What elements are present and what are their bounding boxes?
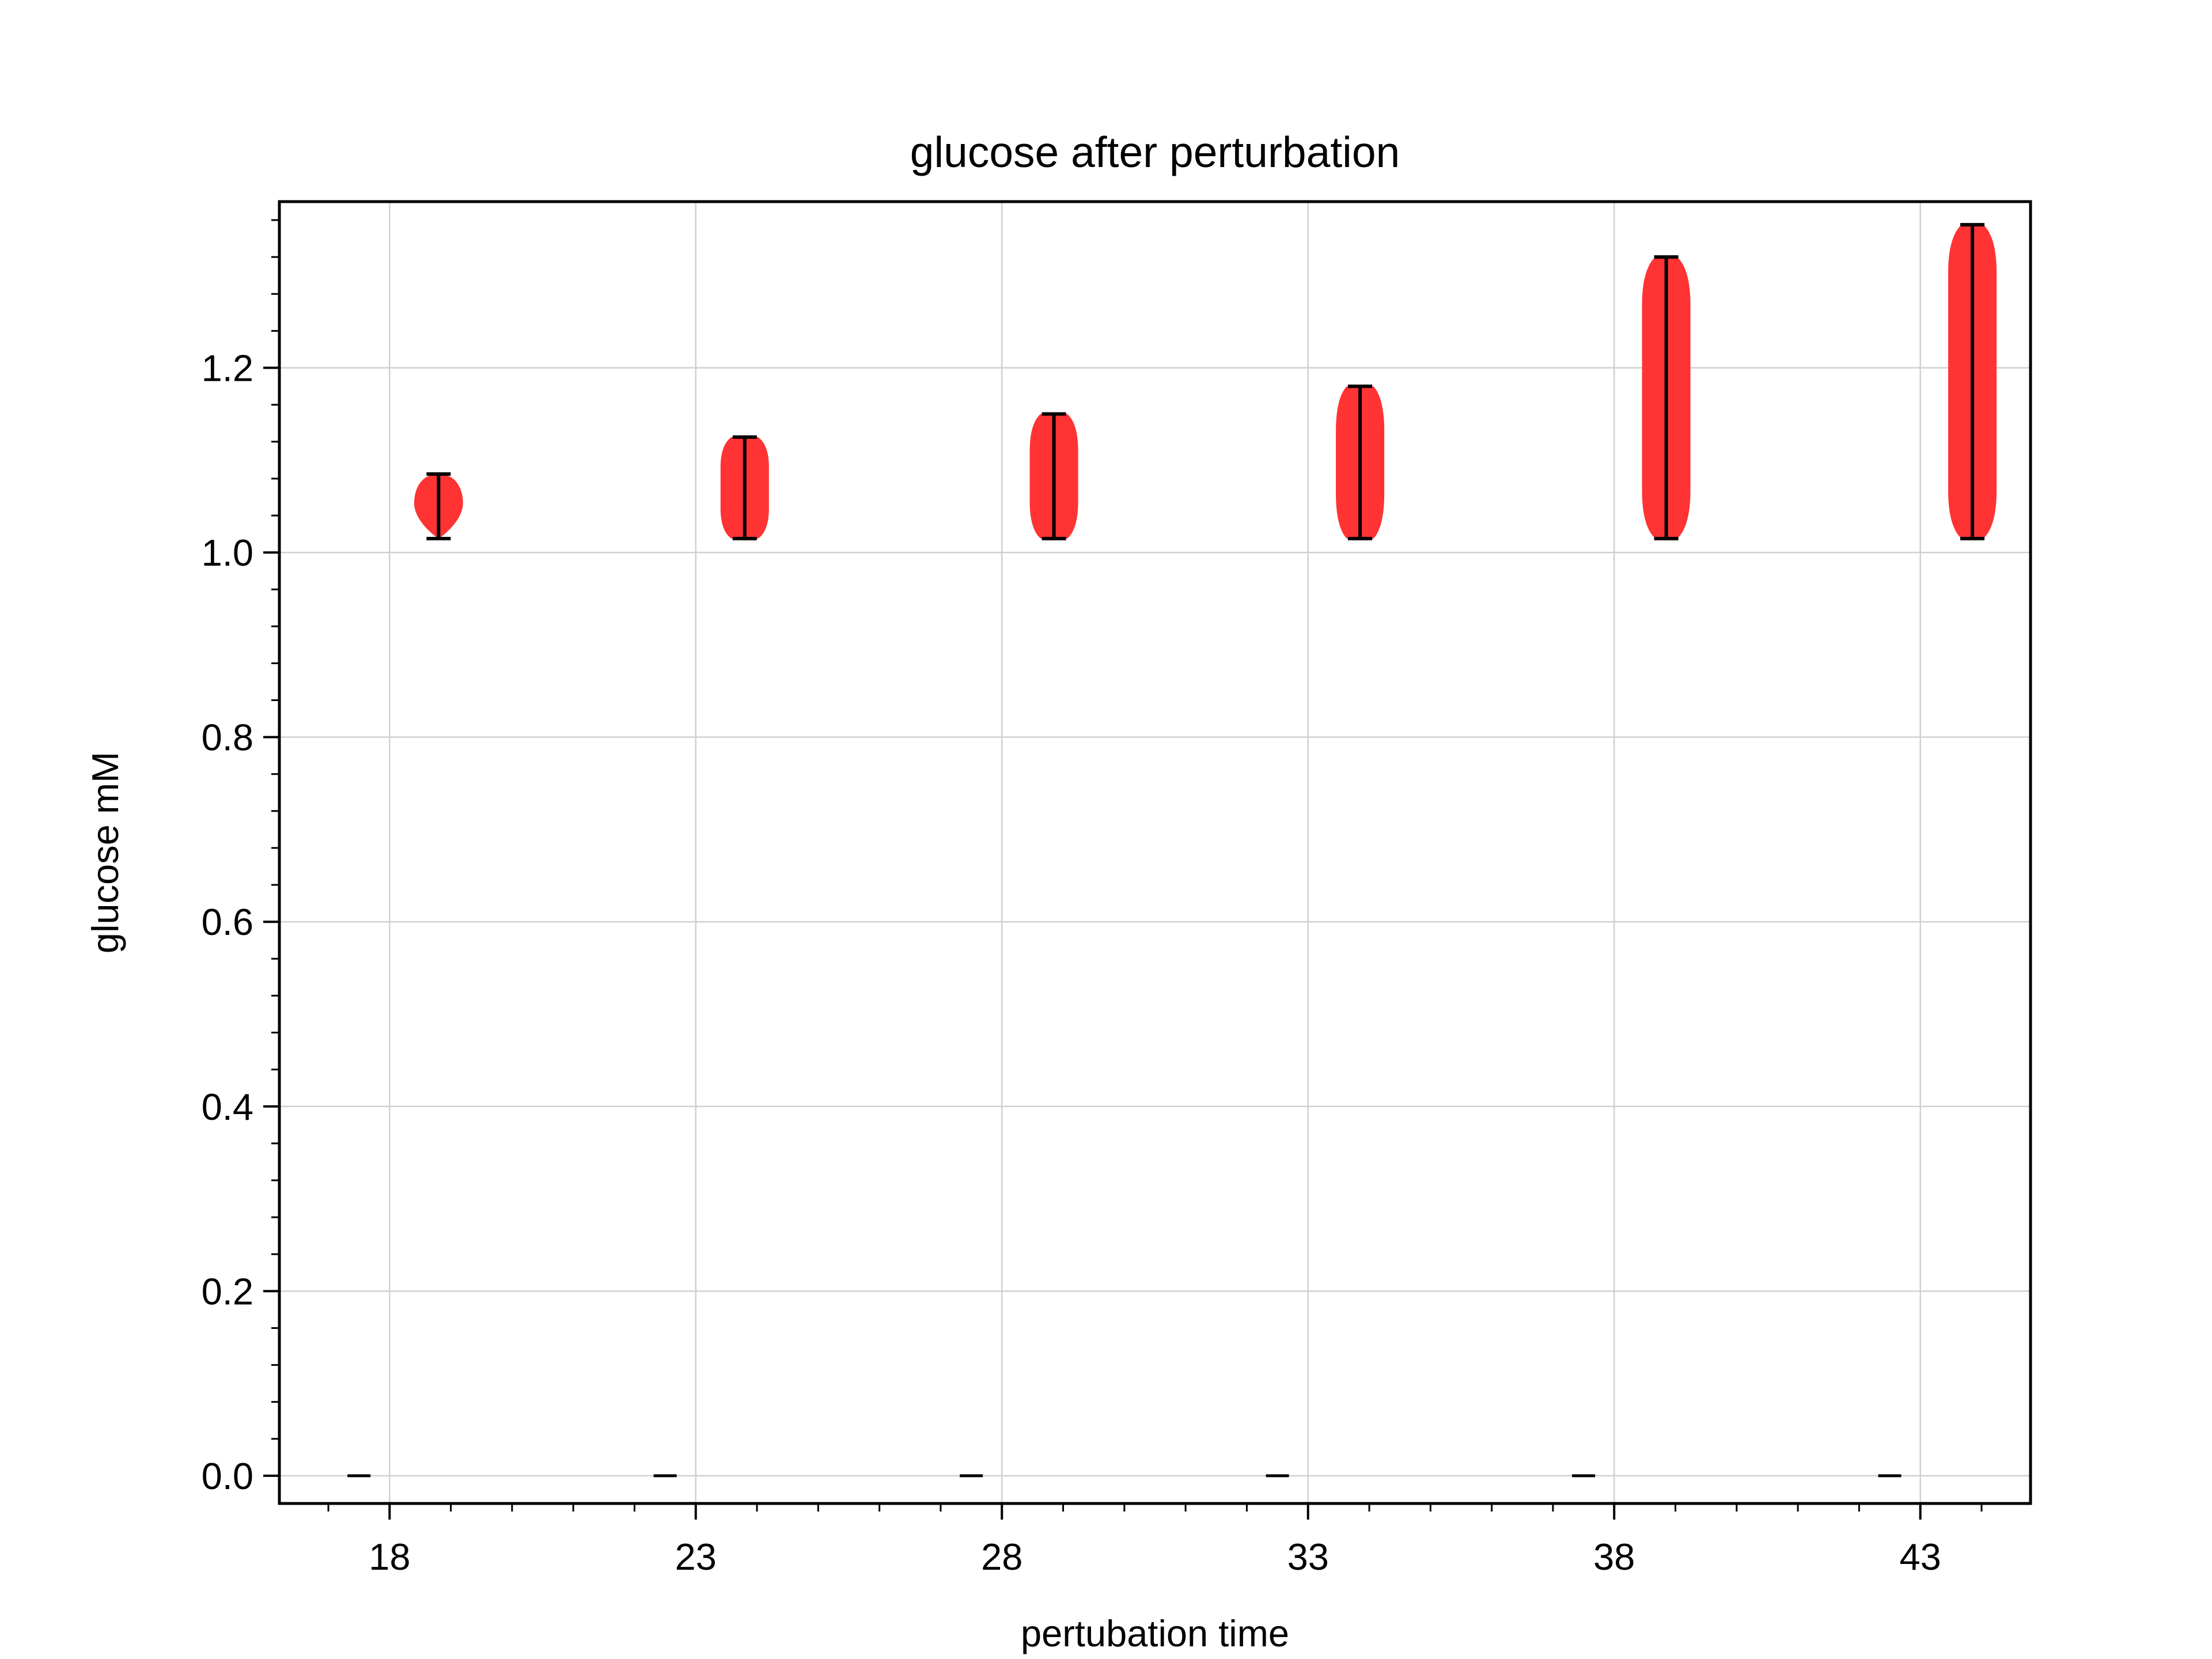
- y-tick-label: 0.2: [202, 1270, 253, 1312]
- x-axis-label: pertubation time: [1021, 1612, 1289, 1654]
- x-tick-label: 28: [981, 1536, 1022, 1578]
- tick-layer: 18 23 28 33 38 43 0.0 0.2 0.4 0.6 0.8 1.0 1.2: [202, 219, 1983, 1578]
- y-tick-label: 0.6: [202, 901, 253, 943]
- violin-marks: [347, 223, 1997, 1478]
- y-axis-label: glucose mM: [84, 752, 126, 953]
- y-tick-label: 0.0: [202, 1455, 253, 1497]
- x-tick-label: 43: [1900, 1536, 1941, 1578]
- y-tick-label: 0.4: [202, 1086, 253, 1128]
- y-tick-label: 1.2: [202, 347, 253, 389]
- chart-title: glucose after perturbation: [910, 128, 1400, 176]
- plot-frame: [278, 200, 2032, 1505]
- x-tick-label: 33: [1287, 1536, 1329, 1578]
- y-tick-label: 0.8: [202, 717, 253, 759]
- x-tick-label: 18: [369, 1536, 410, 1578]
- y-tick-label: 1.0: [202, 532, 253, 574]
- x-tick-label: 38: [1593, 1536, 1635, 1578]
- grid-layer: [279, 202, 2031, 1503]
- x-tick-label: 23: [675, 1536, 717, 1578]
